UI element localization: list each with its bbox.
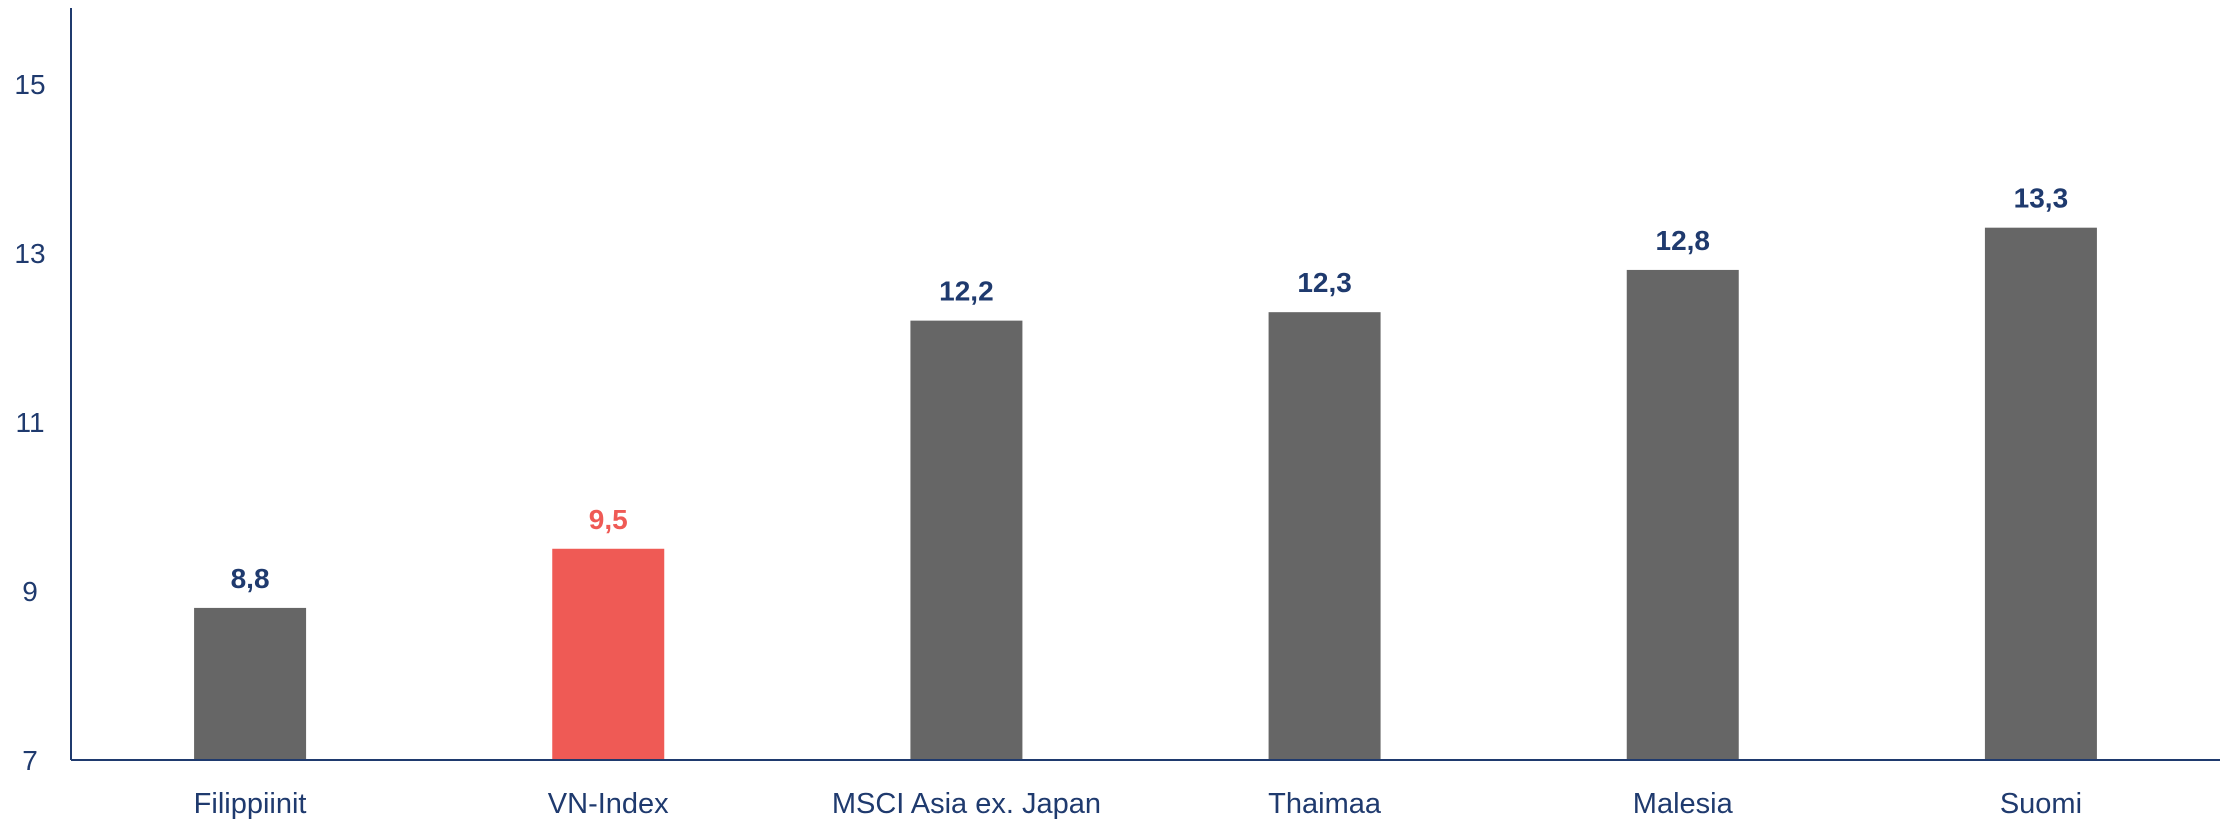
data-label: 9,5: [589, 504, 628, 535]
value-labels: 8,8 9,5 12,2 12,3 12,8 13,3: [231, 183, 2069, 594]
x-tick-label: Suomi: [2000, 788, 2082, 819]
bars: [194, 227, 2097, 760]
y-axis-ticks: 7 9 11 13 15: [14, 69, 45, 776]
bar: [910, 320, 1023, 760]
data-label: 12,2: [939, 276, 994, 307]
y-tick-label: 13: [14, 238, 45, 269]
data-label: 12,3: [1297, 267, 1352, 298]
bar: [552, 548, 665, 760]
y-tick-label: 7: [22, 745, 38, 776]
y-tick-label: 11: [15, 407, 44, 438]
x-tick-label: Filippiinit: [194, 788, 307, 819]
y-tick-label: 15: [14, 69, 45, 100]
y-tick-label: 9: [22, 576, 38, 607]
data-label: 13,3: [2014, 183, 2069, 214]
x-tick-label: Thaimaa: [1268, 788, 1382, 819]
x-tick-label: MSCI Asia ex. Japan: [832, 788, 1101, 819]
data-label: 8,8: [231, 563, 270, 594]
data-label: 12,8: [1656, 225, 1711, 256]
category-labels: Filippiinit VN-Index MSCI Asia ex. Japan Th…: [194, 788, 2082, 819]
bar: [194, 607, 307, 760]
x-tick-label: VN-Index: [548, 788, 669, 819]
x-tick-label: Malesia: [1633, 788, 1734, 819]
bar: [1268, 312, 1381, 760]
bar: [1626, 269, 1739, 760]
bar: [1984, 227, 2097, 760]
